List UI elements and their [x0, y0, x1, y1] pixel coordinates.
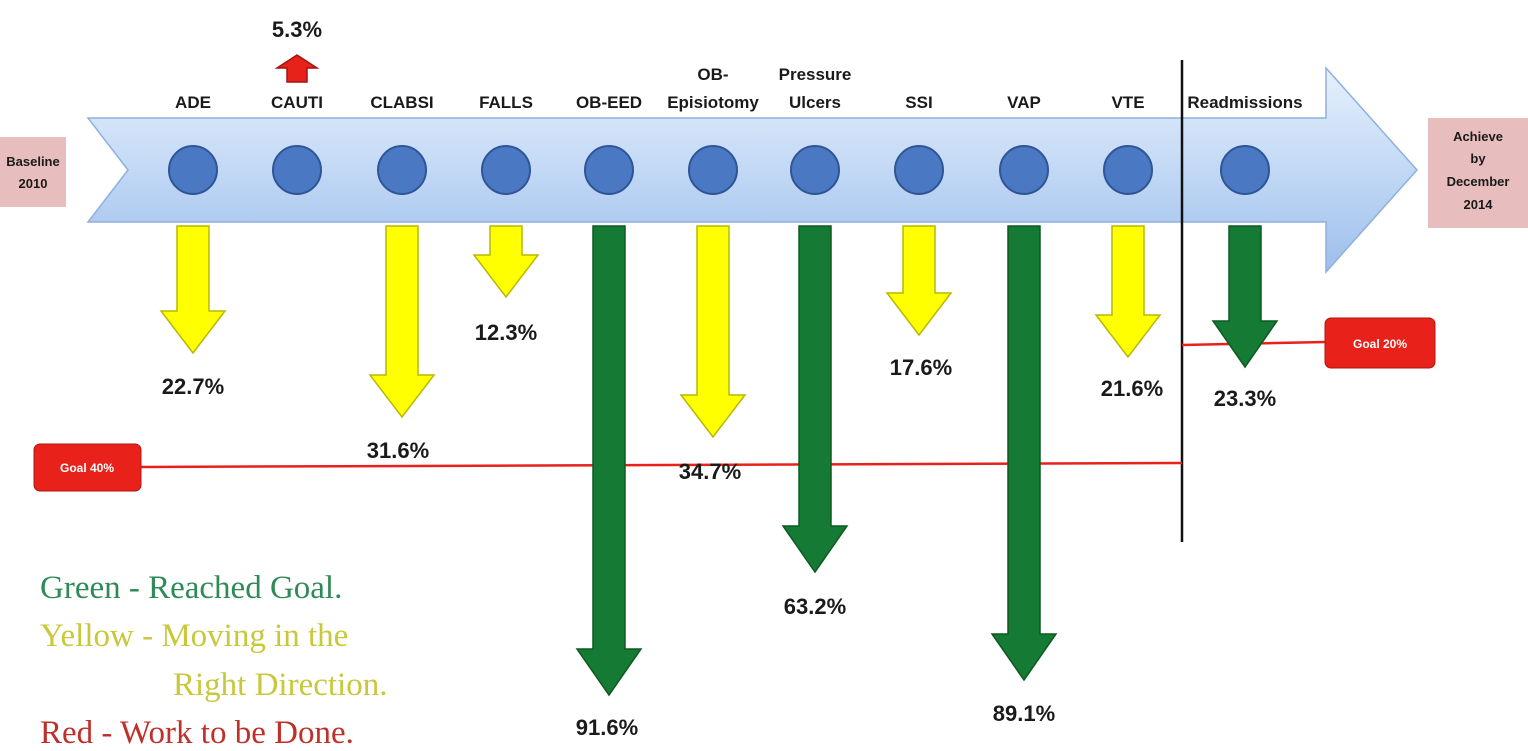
- category-marker-pressureulcers: [790, 145, 840, 195]
- value-label-cauti: 5.3%: [272, 17, 322, 42]
- category-marker-ssi: [894, 145, 944, 195]
- category-label: SSI: [905, 93, 932, 112]
- value-label-pressureulcers: 63.2%: [784, 594, 846, 619]
- category-label: VAP: [1007, 93, 1041, 112]
- arrow-readmissions: [1211, 225, 1279, 369]
- target-label-line: December: [1447, 174, 1510, 189]
- goal-20-label: Goal 20%: [1353, 337, 1407, 351]
- arrow-ssi: [885, 225, 953, 337]
- arrow-ob-episiotomy: [679, 225, 747, 439]
- category-label: ADE: [175, 93, 211, 112]
- target-label-line: by: [1470, 151, 1486, 166]
- value-label-readmissions: 23.3%: [1214, 386, 1276, 411]
- category-marker-vte: [1103, 145, 1153, 195]
- timeline-arrow: [86, 66, 1419, 274]
- arrow-clabsi: [368, 225, 436, 419]
- value-label-ob-eed: 91.6%: [576, 715, 638, 740]
- category-label: Readmissions: [1187, 93, 1302, 112]
- goal-40-label: Goal 40%: [60, 461, 114, 475]
- baseline-label-line: Baseline: [6, 154, 59, 169]
- category-marker-falls: [481, 145, 531, 195]
- category-label: Ulcers: [789, 93, 841, 112]
- category-label: CAUTI: [271, 93, 323, 112]
- category-label: Episiotomy: [667, 93, 759, 112]
- legend-red: Red - Work to be Done.: [40, 715, 354, 751]
- arrow-ob-eed: [575, 225, 643, 697]
- category-marker-vap: [999, 145, 1049, 195]
- category-label: VTE: [1111, 93, 1144, 112]
- arrow-falls: [472, 225, 540, 299]
- value-label-falls: 12.3%: [475, 320, 537, 345]
- category-marker-cauti: [272, 145, 322, 195]
- category-marker-ob-episiotomy: [688, 145, 738, 195]
- category-marker-ob-eed: [584, 145, 634, 195]
- legend-yellow-continued: Right Direction.: [173, 667, 388, 703]
- arrow-vte: [1094, 225, 1162, 359]
- arrow-vap: [990, 225, 1058, 682]
- baseline-box: Baseline 2010: [0, 137, 66, 207]
- goal-20-marker: Goal 20%: [1181, 317, 1436, 369]
- arrow-cauti: [274, 54, 320, 83]
- arrow-pressureulcers: [781, 225, 849, 574]
- arrow-ade: [159, 225, 227, 355]
- value-label-vte: 21.6%: [1101, 376, 1163, 401]
- value-label-ade: 22.7%: [162, 374, 224, 399]
- category-marker-clabsi: [377, 145, 427, 195]
- value-label-vap: 89.1%: [993, 701, 1055, 726]
- legend-yellow: Yellow - Moving in the: [40, 618, 349, 654]
- value-label-clabsi: 31.6%: [367, 438, 429, 463]
- value-label-ob-episiotomy: 34.7%: [679, 459, 741, 484]
- target-label-line: Achieve: [1453, 129, 1503, 144]
- baseline-label-line: 2010: [19, 176, 48, 191]
- value-label-ssi: 17.6%: [890, 355, 952, 380]
- category-marker-ade: [168, 145, 218, 195]
- target-label-line: 2014: [1464, 197, 1494, 212]
- category-label: OB-: [697, 65, 728, 84]
- category-label: FALLS: [479, 93, 533, 112]
- category-label: OB-EED: [576, 93, 642, 112]
- target-box: Achieve by December 2014: [1428, 118, 1528, 228]
- category-marker-readmissions: [1220, 145, 1270, 195]
- category-label: CLABSI: [370, 93, 433, 112]
- category-label: Pressure: [779, 65, 852, 84]
- legend-green: Green - Reached Goal.: [40, 570, 343, 606]
